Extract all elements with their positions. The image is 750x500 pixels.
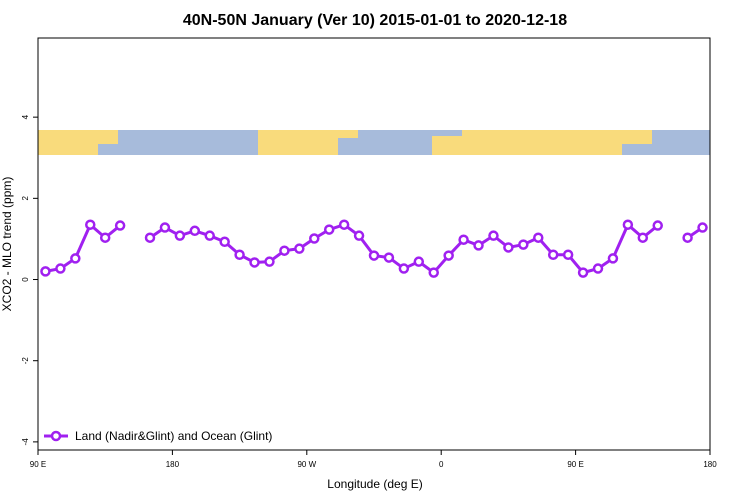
x-tick-label: 90 E [30, 460, 46, 469]
map-strip [38, 130, 710, 155]
data-point [40, 266, 51, 277]
data-point [279, 245, 290, 256]
data-point [114, 220, 126, 231]
data-point [622, 219, 634, 230]
data-point [533, 232, 544, 243]
data-point [234, 249, 245, 261]
data-point [518, 239, 529, 250]
x-tick-label: 90 W [297, 460, 316, 469]
data-point [398, 263, 410, 274]
legend-label: Land (Nadir&Glint) and Ocean (Glint) [75, 429, 272, 443]
data-point [323, 224, 335, 235]
data-point [503, 242, 514, 253]
data-point [577, 267, 589, 278]
data-point [189, 225, 201, 237]
data-point [309, 233, 320, 244]
y-tick-label: -2 [21, 357, 30, 365]
data-point [562, 249, 574, 261]
data-point [55, 263, 66, 274]
y-tick-label: 2 [21, 196, 30, 201]
y-tick-label: 0 [21, 277, 30, 282]
data-point [637, 232, 649, 243]
y-tick-label: 4 [21, 114, 30, 119]
series-line [45, 222, 704, 275]
data-point [99, 232, 111, 243]
data-point [219, 236, 230, 248]
x-tick-label: 0 [439, 460, 444, 469]
data-point [264, 256, 275, 267]
data-point [547, 249, 559, 261]
plot-frame [37, 37, 711, 451]
data-point [607, 253, 619, 264]
data-point [383, 252, 395, 263]
data-point [159, 222, 171, 233]
data-point [249, 257, 260, 268]
data-point [85, 219, 96, 230]
data-point [353, 230, 365, 241]
x-tick-label: 90 E [567, 460, 583, 469]
y-axis-label: XCO2 - MLO trend (ppm) [0, 177, 14, 312]
data-point [458, 234, 469, 245]
data-point [368, 250, 380, 261]
data-point [70, 253, 81, 264]
data-point [697, 222, 708, 233]
data-point [473, 240, 484, 251]
data-point [682, 232, 693, 243]
data-point [338, 219, 350, 230]
data-point [652, 220, 663, 231]
y-tick-label: -4 [21, 438, 30, 446]
data-point [592, 263, 604, 274]
x-tick-label: 180 [166, 460, 180, 469]
x-tick-label: 180 [703, 460, 717, 469]
data-point [204, 230, 215, 241]
x-axis-label: Longitude (deg E) [327, 477, 422, 491]
data-point [294, 243, 305, 254]
data-point [428, 267, 439, 278]
data-point [488, 230, 499, 241]
data-point [144, 232, 156, 243]
data-point [443, 250, 454, 261]
data-point [413, 256, 425, 267]
legend-marker [50, 430, 62, 442]
data-point [174, 230, 186, 241]
chart-title: 40N-50N January (Ver 10) 2015-01-01 to 2… [183, 12, 567, 29]
